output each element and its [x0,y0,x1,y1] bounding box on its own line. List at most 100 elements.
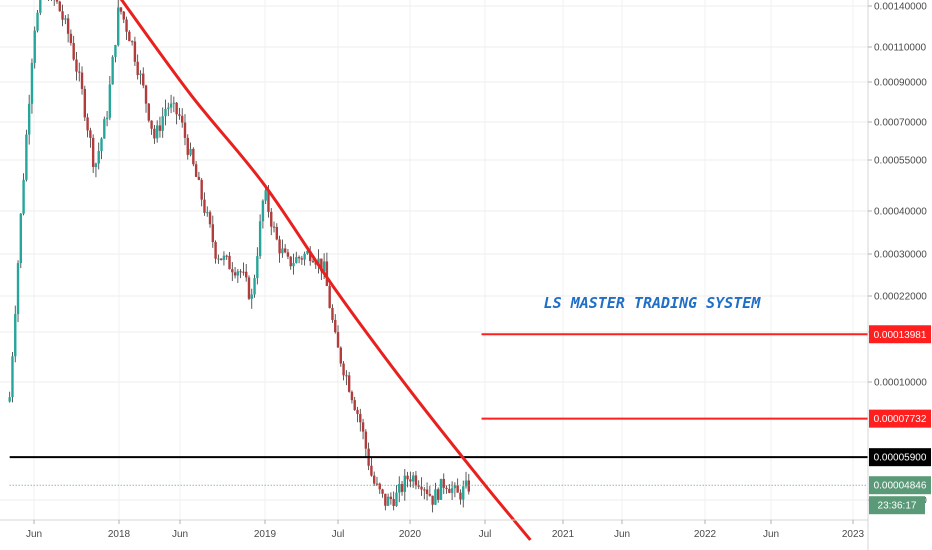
candle-body [78,71,81,73]
candle-body [75,59,78,72]
candle-body [306,250,309,254]
price-tag [869,448,931,467]
candle-body [22,179,25,214]
candle-body [336,332,340,348]
candle-body [403,475,407,492]
x-tick-label: 2021 [552,529,575,540]
candle-body [436,489,440,500]
candle-body [253,278,256,295]
x-tick-label: Jul [479,529,492,540]
candle-body [225,255,228,257]
candle-body [161,116,164,131]
countdown-label: 23:36:17 [878,501,917,512]
candle-body [425,489,429,495]
candle-body [331,307,334,320]
price-tag-label: 0.00013981 [874,330,927,341]
candle-body [130,41,134,43]
candle-body [400,484,404,492]
candle-body [406,475,409,480]
candle-body [389,496,393,500]
candle-body [411,475,415,482]
candle-body [247,277,251,299]
candle-body [459,492,462,500]
candle-body [261,200,265,222]
candle-body [39,0,42,13]
candle-body [445,487,448,489]
candle-body [245,271,248,278]
candle-body [27,103,31,135]
annotation-text: LS MASTER TRADING SYSTEM [544,294,762,312]
candle-body [242,271,245,273]
candle-body [169,103,173,108]
candle-body [239,271,242,273]
candle-body [267,190,270,212]
horizontal-lines [9,333,868,486]
candle-body [286,252,290,257]
candle-body [117,7,120,46]
candle-body [11,356,14,398]
candle-body [256,256,259,279]
y-tick-label: 0.00140000 [874,2,927,13]
x-tick-label: 2020 [399,529,422,540]
candle-body [211,224,215,243]
candle-body [233,272,237,276]
price-tag [869,476,931,495]
candle-body [378,483,381,490]
candle-body [25,134,28,180]
candle-body [86,117,89,131]
candle-body [250,294,253,299]
candle-body [270,211,273,227]
candle-body [308,250,312,262]
candle-body [80,72,84,89]
candle-body [434,489,437,505]
candle-body [55,0,59,2]
candle-body [153,128,156,139]
candle-body [16,263,20,315]
candle-body [158,125,162,131]
x-tick-label: 2022 [694,529,717,540]
candle-body [61,11,64,20]
trendline-layer [119,0,532,541]
candle-body [398,484,401,493]
candle-body [359,413,362,423]
candle-body [150,120,153,129]
candle-body [147,103,151,121]
candle-body [448,488,451,493]
candle-body [36,12,39,31]
candle-body [384,493,387,506]
y-tick-label: 0.00010000 [874,378,927,389]
candle-body [128,31,131,42]
candle-body [370,465,373,476]
candle-body [89,130,92,138]
candle-body [297,257,301,259]
candle-body [200,179,203,200]
candle-body [164,108,167,117]
candle-body [19,213,23,264]
candle-body [222,255,226,260]
y-tick-label: 0.00090000 [874,78,927,89]
candle-body [142,73,145,86]
candle-body [300,258,304,260]
candle-body [409,479,412,482]
candle-body [175,102,178,115]
price-tag-label: 0.00007732 [874,414,927,425]
price-tag-label: 0.00004846 [874,481,927,492]
candle-body [450,488,454,493]
candle-body [375,483,379,485]
candle-body [111,56,114,85]
price-tags: 0.00013981 0.00007732 0.00005900 0.00004846… [869,325,931,515]
candle-body [94,163,98,168]
candle-body [122,11,125,20]
candle-body [228,255,231,270]
candle-body [347,375,351,392]
x-tick-label: 2018 [108,529,131,540]
candle-body [361,422,365,432]
candle-body [453,485,457,489]
candle-body [189,148,192,155]
x-tick-label: 2019 [254,529,277,540]
candle-body [264,190,267,201]
candle-body [30,62,34,104]
candle-body [417,485,420,487]
